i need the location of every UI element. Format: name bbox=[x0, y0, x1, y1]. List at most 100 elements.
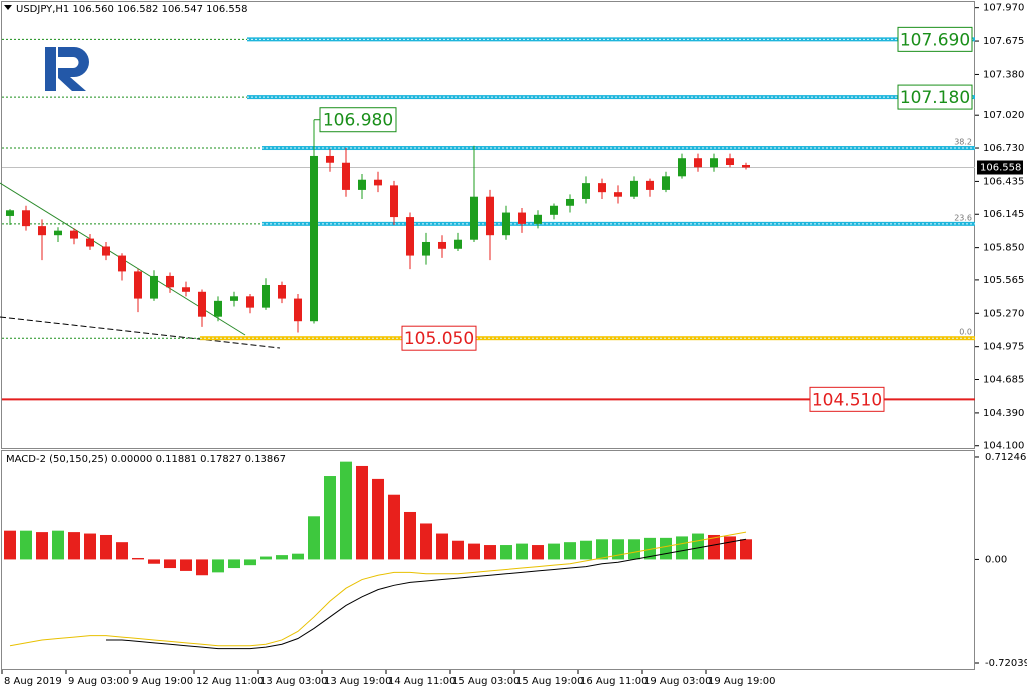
candle-body bbox=[166, 275, 174, 288]
y-tick-label: -0.72039 bbox=[985, 658, 1027, 669]
candle-body bbox=[486, 196, 494, 236]
symbol: USDJPY,H1 bbox=[16, 4, 69, 15]
candle-body bbox=[646, 180, 654, 190]
histogram-bar bbox=[404, 511, 416, 560]
current-price-box bbox=[977, 160, 1023, 175]
candle-body bbox=[198, 291, 206, 317]
x-tick-label: 15 Aug 19:00 bbox=[516, 676, 583, 687]
macd-header: MACD-2 (50,150,25) 0.00000 0.11881 0.178… bbox=[6, 454, 286, 465]
histogram-bar bbox=[532, 545, 544, 560]
y-tick-label: 107.020 bbox=[983, 110, 1024, 121]
macd-panel bbox=[1, 450, 975, 670]
level-band bbox=[200, 336, 975, 341]
histogram-bar bbox=[724, 536, 736, 560]
y-tick-label: 107.675 bbox=[983, 36, 1024, 47]
x-tick-label: 13 Aug 03:00 bbox=[260, 676, 327, 687]
candle-body bbox=[278, 284, 286, 299]
histogram-bar bbox=[244, 559, 256, 566]
histogram-bar bbox=[340, 461, 352, 560]
candle-body bbox=[182, 287, 190, 292]
level-label: 105.050 bbox=[404, 329, 474, 349]
histogram-bar bbox=[4, 530, 16, 560]
histogram-bar bbox=[644, 537, 656, 560]
histogram-bar bbox=[516, 543, 528, 560]
x-tick-label: 9 Aug 19:00 bbox=[132, 676, 193, 687]
candle-body bbox=[742, 165, 750, 168]
histogram-bar bbox=[100, 534, 112, 560]
candle-body bbox=[710, 158, 718, 168]
candle-body bbox=[406, 217, 414, 256]
candle-body bbox=[438, 241, 446, 249]
x-tick-label: 16 Aug 11:00 bbox=[580, 676, 647, 687]
candle-body bbox=[614, 192, 622, 197]
candle-body bbox=[726, 158, 734, 166]
x-tick-label: 14 Aug 11:00 bbox=[388, 676, 455, 687]
histogram-bar bbox=[740, 539, 752, 560]
y-tick-label: 107.380 bbox=[983, 69, 1024, 80]
candle-body bbox=[342, 162, 350, 190]
histogram-bar bbox=[260, 556, 272, 560]
candle-body bbox=[310, 155, 318, 322]
candle-body bbox=[294, 298, 302, 322]
level-label-box bbox=[401, 325, 477, 351]
candle-body bbox=[38, 226, 46, 236]
histogram-bar bbox=[20, 530, 32, 560]
level-label-box bbox=[897, 84, 973, 110]
candle-body bbox=[582, 183, 590, 199]
x-tick-label: 19 Aug 03:00 bbox=[644, 676, 711, 687]
readout: 0.17827 bbox=[200, 454, 241, 465]
current-price-label: 106.558 bbox=[980, 162, 1021, 173]
y-tick-label: 0.71246 bbox=[985, 452, 1026, 463]
logo-stem bbox=[45, 47, 56, 91]
histogram-bar bbox=[628, 539, 640, 560]
logo bbox=[45, 47, 89, 91]
histogram-bar bbox=[84, 533, 96, 560]
level-label: 104.510 bbox=[812, 390, 882, 410]
histogram-bar bbox=[564, 542, 576, 560]
histogram-bar bbox=[148, 559, 160, 564]
candle-body bbox=[134, 271, 142, 299]
level-label: 107.690 bbox=[900, 30, 970, 50]
histogram-bar bbox=[548, 543, 560, 560]
candle-body bbox=[326, 155, 334, 163]
y-tick-label: 106.145 bbox=[983, 209, 1024, 220]
histogram-bar bbox=[708, 534, 720, 560]
x-tick-label: 9 Aug 03:00 bbox=[68, 676, 129, 687]
readout: 106.582 bbox=[117, 4, 158, 15]
annotation-label: 106.980 bbox=[323, 111, 393, 131]
candle-body bbox=[454, 239, 462, 249]
histogram-bar bbox=[468, 543, 480, 560]
x-tick-label: 15 Aug 03:00 bbox=[452, 676, 519, 687]
candle-body bbox=[390, 185, 398, 218]
annotation-box bbox=[319, 107, 397, 133]
y-tick-label: 107.970 bbox=[983, 3, 1024, 14]
candle-body bbox=[118, 255, 126, 272]
y-tick-label: 106.435 bbox=[983, 176, 1024, 187]
histogram-bar bbox=[436, 533, 448, 560]
candle-body bbox=[518, 212, 526, 224]
candle-body bbox=[230, 296, 238, 301]
y-tick-label: 104.685 bbox=[983, 375, 1024, 386]
logo-bowl bbox=[58, 47, 89, 91]
candle-body bbox=[534, 214, 542, 224]
macd-line bbox=[106, 538, 747, 650]
candle-body bbox=[662, 176, 670, 190]
y-tick-label: 105.565 bbox=[983, 275, 1024, 286]
level-label-box bbox=[809, 386, 885, 412]
candle-body bbox=[54, 230, 62, 236]
x-tick-label: 12 Aug 11:00 bbox=[196, 676, 263, 687]
histogram-bar bbox=[36, 532, 48, 560]
histogram-bar bbox=[132, 557, 144, 560]
histogram-bar bbox=[228, 559, 240, 569]
y-tick-label: 104.390 bbox=[983, 408, 1024, 419]
candle-body bbox=[22, 210, 30, 227]
histogram-bar bbox=[164, 559, 176, 569]
candle-body bbox=[150, 275, 158, 299]
histogram-bar bbox=[500, 545, 512, 560]
readout: 106.558 bbox=[206, 4, 247, 15]
readout: 106.547 bbox=[162, 4, 203, 15]
candle-body bbox=[262, 284, 270, 308]
readout: 106.560 bbox=[72, 4, 113, 15]
histogram-bar bbox=[324, 476, 336, 560]
